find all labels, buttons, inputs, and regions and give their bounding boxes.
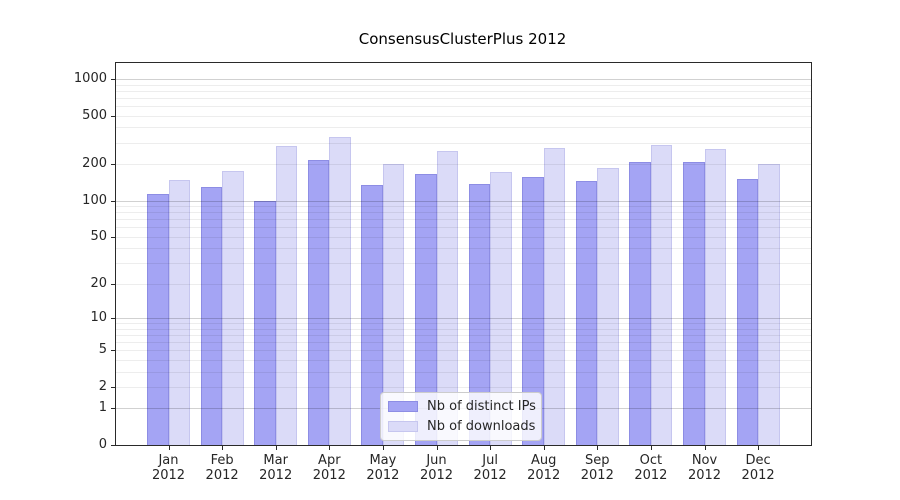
- bar-nb-of-downloads-jul: [490, 172, 512, 445]
- legend-item-downloads: Nb of downloads: [381, 419, 541, 435]
- y-tick-label-2: 2: [98, 378, 107, 394]
- y-tick-label-20: 20: [90, 275, 107, 291]
- minor-gridline-300: [116, 142, 811, 144]
- bar-nb-of-downloads-feb: [222, 171, 244, 445]
- y-tick-label-5: 5: [98, 342, 107, 358]
- bar-nb-of-downloads-aug: [543, 147, 566, 445]
- x-tick-label-dec: Dec 2012: [741, 453, 775, 483]
- x-tick-label-aug: Aug 2012: [527, 453, 561, 483]
- y-tick-mark-20: [111, 283, 116, 285]
- legend-label-distinct-ips: Nb of distinct IPs: [427, 399, 536, 414]
- x-tick-mark-dec: [758, 445, 760, 450]
- y-tick-mark-1: [111, 408, 116, 410]
- bar-nb-of-distinct-ips-jun: [415, 174, 437, 445]
- y-tick-label-1: 1: [98, 400, 107, 416]
- minor-gridline-800: [116, 90, 811, 92]
- x-tick-mark-jul: [490, 445, 492, 450]
- y-tick-label-200: 200: [82, 156, 107, 172]
- y-tick-mark-2: [111, 386, 116, 388]
- minor-gridline-600: [116, 106, 811, 108]
- bar-nb-of-downloads-dec: [758, 164, 780, 445]
- bar-nb-of-distinct-ips-mar: [254, 200, 276, 445]
- bar-nb-of-distinct-ips-may: [361, 185, 383, 445]
- y-tick-mark-200: [111, 164, 116, 166]
- bar-nb-of-downloads-apr: [329, 136, 351, 445]
- y-tick-label-50: 50: [90, 228, 107, 244]
- x-tick-mark-mar: [275, 445, 277, 450]
- legend: Nb of distinct IPs Nb of downloads: [380, 392, 542, 441]
- major-gridline-1000: [116, 79, 811, 80]
- x-tick-label-sep: Sep 2012: [580, 453, 614, 483]
- x-tick-label-mar: Mar 2012: [259, 453, 293, 483]
- bar-nb-of-distinct-ips-oct: [629, 162, 651, 445]
- y-tick-label-100: 100: [82, 192, 107, 208]
- bar-nb-of-downloads-may: [382, 163, 405, 445]
- x-tick-label-apr: Apr 2012: [312, 453, 346, 483]
- y-tick-label-500: 500: [82, 107, 107, 123]
- chart-title: ConsensusClusterPlus 2012: [358, 30, 567, 48]
- legend-swatch-downloads: [388, 421, 418, 432]
- bar-nb-of-distinct-ips-jan: [147, 193, 169, 445]
- bar-nb-of-distinct-ips-apr: [307, 159, 330, 445]
- x-tick-label-oct: Oct 2012: [634, 453, 668, 483]
- bar-nb-of-downloads-sep: [597, 168, 619, 445]
- x-tick-mark-jun: [436, 445, 438, 450]
- y-tick-mark-5: [111, 350, 116, 352]
- legend-label-downloads: Nb of downloads: [427, 419, 536, 434]
- y-tick-label-1000: 1000: [73, 71, 107, 86]
- x-tick-label-jun: Jun 2012: [419, 453, 454, 483]
- bar-nb-of-distinct-ips-aug: [522, 177, 544, 445]
- minor-gridline-500: [116, 115, 811, 117]
- x-tick-mark-apr: [329, 445, 331, 450]
- x-tick-label-jan: Jan 2012: [151, 453, 186, 483]
- bar-nb-of-distinct-ips-nov: [683, 162, 705, 445]
- minor-gridline-400: [116, 127, 811, 129]
- x-tick-label-may: May 2012: [366, 453, 400, 483]
- bar-nb-of-downloads-nov: [704, 149, 726, 445]
- bar-nb-of-downloads-mar: [275, 146, 298, 445]
- x-tick-mark-may: [382, 445, 384, 450]
- x-tick-mark-sep: [597, 445, 599, 450]
- x-tick-mark-nov: [704, 445, 706, 450]
- x-tick-mark-aug: [543, 445, 545, 450]
- plot-area: 0 1 2 5 10 20 50 100 200 500 1000 Jan 2012 Feb 2012 Mar…: [74, 62, 812, 483]
- bar-nb-of-downloads-oct: [650, 144, 673, 445]
- bar-nb-of-distinct-ips-feb: [200, 187, 223, 445]
- bar-nb-of-distinct-ips-jul: [468, 183, 491, 445]
- x-tick-mark-jan: [168, 445, 170, 450]
- y-tick-mark-10: [111, 317, 116, 319]
- legend-swatch-distinct-ips: [388, 401, 418, 412]
- x-tick-mark-oct: [650, 445, 652, 450]
- y-tick-mark-50: [111, 236, 116, 238]
- legend-item-distinct-ips: Nb of distinct IPs: [381, 399, 541, 415]
- bar-nb-of-distinct-ips-dec: [736, 179, 759, 445]
- bar-nb-of-downloads-jan: [168, 179, 190, 445]
- bar-nb-of-distinct-ips-sep: [575, 180, 598, 445]
- y-tick-mark-0: [111, 445, 116, 446]
- y-tick-label-10: 10: [90, 309, 107, 325]
- y-tick-mark-100: [111, 200, 116, 202]
- x-tick-mark-feb: [222, 445, 224, 450]
- y-tick-mark-1000: [111, 79, 116, 80]
- minor-gridline-700: [116, 97, 811, 99]
- bar-nb-of-downloads-jun: [436, 151, 458, 445]
- y-tick-mark-500: [111, 115, 116, 117]
- x-tick-label-feb: Feb 2012: [205, 453, 239, 483]
- y-tick-label-0: 0: [98, 437, 107, 452]
- x-tick-label-nov: Nov 2012: [687, 453, 722, 483]
- x-tick-label-jul: Jul 2012: [473, 453, 507, 483]
- minor-gridline-900: [116, 84, 811, 86]
